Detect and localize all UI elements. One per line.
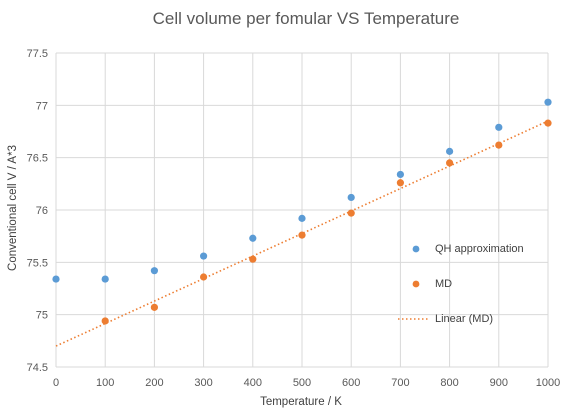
y-tick-label: 75.5: [27, 257, 48, 269]
x-tick-label: 500: [293, 377, 311, 389]
x-tick-label: 600: [342, 377, 360, 389]
legend: QH approximation MD Linear (MD): [398, 243, 524, 325]
point-qh-approximation: [446, 147, 454, 155]
y-tick-labels: 74.5 75 75.5 76 76.5 77 77.5: [27, 48, 48, 374]
x-tick-label: 0: [53, 377, 59, 389]
legend-label-qh: QH approximation: [435, 243, 524, 255]
point-md: [101, 317, 109, 325]
chart-title: Cell volume per fomular VS Temperature: [153, 9, 460, 28]
y-tick-label: 75: [36, 310, 48, 322]
x-tick-label: 200: [145, 377, 163, 389]
x-tick-label: 1000: [536, 377, 560, 389]
x-axis-label: Temperature / K: [260, 396, 342, 408]
legend-marker-md: [412, 280, 420, 288]
legend-label-linear: Linear (MD): [435, 313, 493, 325]
y-tick-label: 76.5: [27, 153, 48, 165]
point-md: [298, 231, 306, 239]
point-qh-approximation: [249, 234, 257, 242]
point-md: [544, 119, 552, 127]
x-tick-label: 400: [244, 377, 262, 389]
point-qh-approximation: [544, 98, 552, 106]
point-qh-approximation: [298, 214, 306, 222]
point-qh-approximation: [52, 275, 60, 283]
x-tick-label: 700: [391, 377, 409, 389]
point-qh-approximation: [150, 267, 158, 275]
point-qh-approximation: [101, 275, 109, 283]
point-qh-approximation: [347, 193, 355, 202]
point-md: [396, 179, 404, 187]
y-tick-label: 77: [36, 100, 48, 112]
point-md: [495, 141, 503, 149]
x-tick-label: 900: [490, 377, 508, 389]
point-md: [347, 209, 355, 217]
y-axis-label: Conventional cell V / A*3: [7, 145, 19, 271]
legend-marker-qh: [412, 245, 420, 253]
point-qh-approximation: [396, 170, 404, 179]
legend-label-md: MD: [435, 278, 452, 290]
point-md: [446, 159, 454, 167]
point-qh-approximation: [200, 252, 208, 260]
data-points: [52, 98, 552, 325]
y-tick-label: 74.5: [27, 362, 48, 374]
y-tick-label: 76: [36, 205, 48, 217]
point-qh-approximation: [495, 123, 503, 131]
x-tick-label: 800: [440, 377, 458, 389]
x-tick-label: 100: [96, 377, 114, 389]
point-md: [249, 255, 257, 263]
x-tick-labels: 0 100 200 300 400 500 600 700 800 900 1000: [53, 377, 560, 389]
y-tick-label: 77.5: [27, 48, 48, 60]
point-md: [200, 273, 208, 281]
x-tick-label: 300: [194, 377, 212, 389]
point-md: [150, 303, 158, 311]
